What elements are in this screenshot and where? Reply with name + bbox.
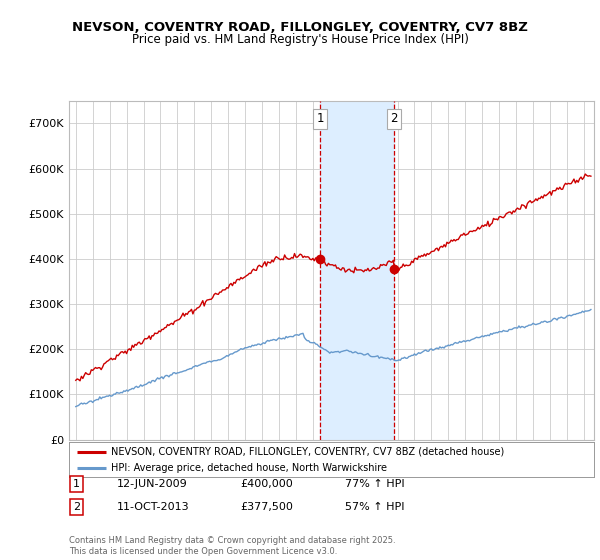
Text: NEVSON, COVENTRY ROAD, FILLONGLEY, COVENTRY, CV7 8BZ (detached house): NEVSON, COVENTRY ROAD, FILLONGLEY, COVEN… — [111, 447, 504, 457]
Text: 1: 1 — [317, 113, 324, 125]
Text: Contains HM Land Registry data © Crown copyright and database right 2025.
This d: Contains HM Land Registry data © Crown c… — [69, 536, 395, 556]
Text: 77% ↑ HPI: 77% ↑ HPI — [345, 479, 404, 489]
Text: 12-JUN-2009: 12-JUN-2009 — [117, 479, 188, 489]
Text: £377,500: £377,500 — [240, 502, 293, 512]
Text: HPI: Average price, detached house, North Warwickshire: HPI: Average price, detached house, Nort… — [111, 463, 387, 473]
Text: 2: 2 — [390, 113, 398, 125]
Text: NEVSON, COVENTRY ROAD, FILLONGLEY, COVENTRY, CV7 8BZ: NEVSON, COVENTRY ROAD, FILLONGLEY, COVEN… — [72, 21, 528, 34]
Text: 11-OCT-2013: 11-OCT-2013 — [117, 502, 190, 512]
Text: 57% ↑ HPI: 57% ↑ HPI — [345, 502, 404, 512]
Text: Price paid vs. HM Land Registry's House Price Index (HPI): Price paid vs. HM Land Registry's House … — [131, 33, 469, 46]
Text: 1: 1 — [73, 479, 80, 489]
Bar — [320, 101, 394, 440]
Text: £400,000: £400,000 — [240, 479, 293, 489]
Text: 2: 2 — [73, 502, 80, 512]
